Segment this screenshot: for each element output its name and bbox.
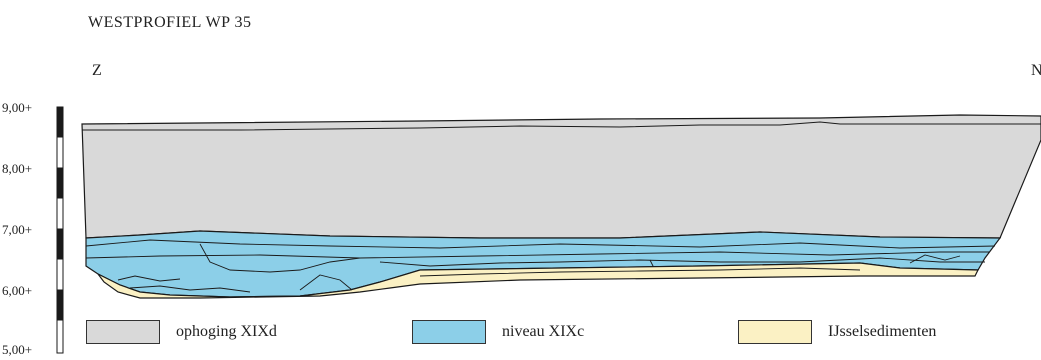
legend-label-ijssel: IJsselsedimenten	[828, 323, 937, 340]
surface-line	[82, 121, 1041, 131]
layer-ijssel	[97, 262, 979, 299]
legend-item-ophoging: ophoging XIXd	[86, 318, 277, 346]
ijssel-strata	[117, 267, 861, 293]
legend-swatch-ijssel	[738, 320, 812, 344]
scale-label-800: 8,00+	[2, 161, 33, 176]
legend-swatch-ophoging	[86, 320, 160, 344]
profile-title: WESTPROFIEL WP 35	[88, 14, 252, 31]
scale-label-500: 5,00+	[2, 342, 33, 357]
direction-north-label: N	[1031, 62, 1041, 79]
scale-label-900: 9,00+	[2, 100, 33, 115]
legend-item-niveau: niveau XIXc	[412, 318, 584, 346]
layer-ophoging	[81, 114, 1041, 239]
legend-item-ijssel: IJsselsedimenten	[738, 318, 936, 346]
scale-bar	[56, 106, 64, 354]
legend-swatch-niveau	[412, 320, 486, 344]
legend-label-ophoging: ophoging XIXd	[176, 323, 277, 340]
direction-south-label: Z	[92, 62, 102, 79]
scale-label-600: 6,00+	[2, 283, 33, 298]
niveau-strata	[85, 239, 996, 273]
scale-label-700: 7,00+	[2, 222, 33, 237]
legend-label-niveau: niveau XIXc	[502, 323, 585, 340]
